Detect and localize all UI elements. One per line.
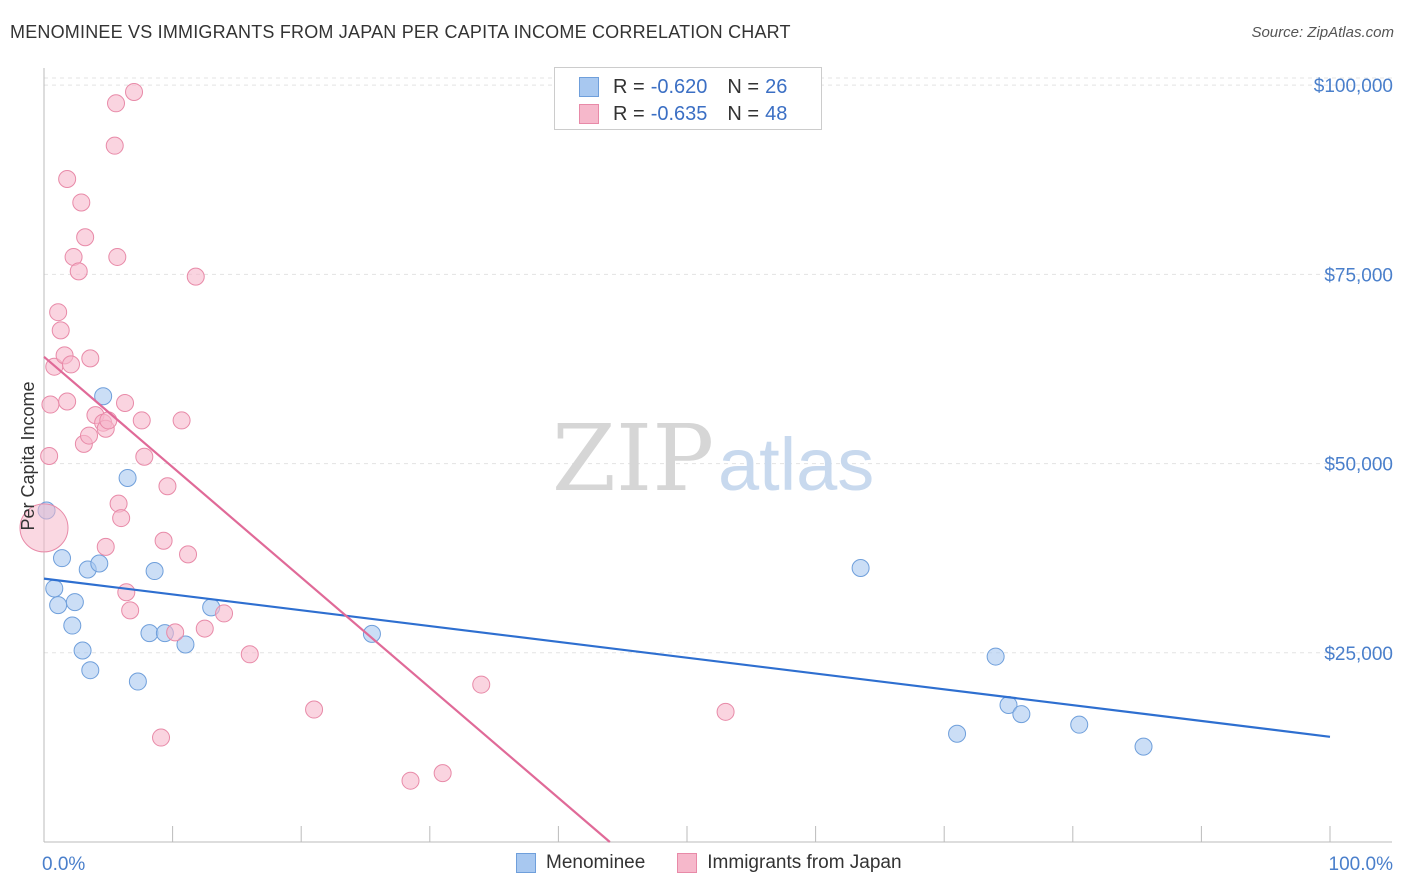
japan-point (62, 355, 81, 374)
y-tick-label: $100,000 (1314, 76, 1393, 97)
japan-point (51, 321, 70, 340)
menominee-point (1070, 715, 1089, 734)
menominee-point (63, 616, 82, 635)
japan-point (81, 349, 100, 368)
legend-label-japan: Immigrants from Japan (707, 852, 902, 873)
x-tick-label: 100.0% (1329, 854, 1394, 875)
n-label: N = (727, 75, 760, 98)
stats-legend-row-japan: R = -0.635 N = 48 (579, 101, 787, 127)
menominee-point (90, 554, 109, 573)
japan-point (154, 531, 173, 550)
chart-title: MENOMINEE VS IMMIGRANTS FROM JAPAN PER C… (10, 22, 791, 42)
japan-point (152, 728, 171, 747)
legend-swatch-menominee (579, 77, 599, 97)
japan-point (72, 193, 91, 212)
japan-point (716, 702, 735, 721)
r-label: R = (613, 75, 645, 98)
menominee-point (851, 559, 870, 578)
legend-item-japan: Immigrants from Japan (677, 852, 902, 874)
watermark-zip: ZIP (552, 405, 714, 512)
r-value: -0.635 (650, 102, 708, 125)
y-axis-title: Per Capita Income (18, 381, 38, 530)
x-tick-label: 0.0% (42, 854, 85, 875)
japan-point (116, 394, 135, 413)
japan-point (186, 267, 205, 286)
menominee-point (49, 596, 68, 615)
n-value: 48 (765, 102, 788, 125)
japan-point (58, 169, 77, 188)
data-points (19, 82, 1153, 790)
menominee-point (948, 724, 967, 743)
chart-source: Source: ZipAtlas.com (1251, 24, 1394, 41)
stats-legend: R = -0.620 N = 26 R = -0.635 N = 48 (554, 67, 822, 130)
menominee-point (94, 387, 113, 406)
y-tick-label: $50,000 (1324, 455, 1393, 476)
axis-labels: $25,000 $50,000 $75,000 $100,000 0.0% 100.0% P… (18, 76, 1393, 875)
japan-point (96, 537, 115, 556)
japan-point (172, 411, 191, 430)
menominee-point (128, 672, 147, 691)
japan-point (166, 623, 185, 642)
series-legend: Menominee Immigrants from Japan (516, 852, 934, 874)
menominee-point (362, 624, 381, 643)
menominee-point (1134, 737, 1153, 756)
japan-point (135, 447, 154, 466)
menominee-point (45, 579, 64, 598)
menominee-point (1012, 705, 1031, 724)
menominee-point (73, 641, 92, 660)
japan-point (305, 700, 324, 719)
menominee-point (986, 647, 1005, 666)
legend-item-menominee: Menominee (516, 852, 645, 874)
r-label: R = (613, 102, 645, 125)
watermark-atlas: atlas (718, 423, 874, 506)
japan-point (158, 477, 177, 496)
japan-point (195, 619, 214, 638)
japan-point (107, 94, 126, 113)
japan-point (58, 392, 77, 411)
y-tick-label: $25,000 (1324, 644, 1393, 665)
japan-point (69, 262, 88, 281)
japan-point (472, 675, 491, 694)
japan-point (240, 645, 259, 664)
japan-point (112, 509, 131, 528)
trend-lines (43, 356, 1331, 843)
japan-point (76, 228, 95, 247)
japan-point (117, 583, 136, 602)
r-value: -0.620 (650, 75, 708, 98)
menominee-point (81, 661, 100, 680)
japan-point (99, 411, 118, 430)
japan-point (132, 411, 151, 430)
japan-point (19, 503, 69, 553)
menominee-point (145, 562, 164, 581)
legend-label-menominee: Menominee (546, 852, 646, 873)
stats-legend-row-menominee: R = -0.620 N = 26 (579, 74, 787, 100)
menominee-point (65, 593, 84, 612)
japan-point (49, 303, 68, 322)
menominee-trend-line (43, 577, 1331, 738)
japan-point (433, 764, 452, 783)
japan-point (41, 395, 60, 414)
japan-point (105, 136, 124, 155)
menominee-point (176, 635, 195, 654)
japan-trend-line (43, 356, 611, 843)
japan-point (401, 771, 420, 790)
grid-lines (44, 77, 1392, 654)
n-label: N = (727, 102, 760, 125)
n-value: 26 (765, 75, 788, 98)
legend-swatch-japan (677, 853, 698, 873)
y-tick-label: $75,000 (1324, 265, 1393, 286)
menominee-point (118, 468, 137, 487)
legend-swatch-menominee (516, 853, 536, 873)
japan-point (125, 82, 144, 101)
japan-point (108, 247, 127, 266)
japan-point (179, 545, 198, 564)
japan-point (121, 601, 140, 620)
menominee-point (140, 624, 159, 643)
menominee-point (53, 549, 72, 568)
japan-point (80, 426, 99, 445)
legend-swatch-japan (579, 104, 599, 124)
japan-point (215, 604, 234, 623)
japan-point (40, 447, 59, 465)
